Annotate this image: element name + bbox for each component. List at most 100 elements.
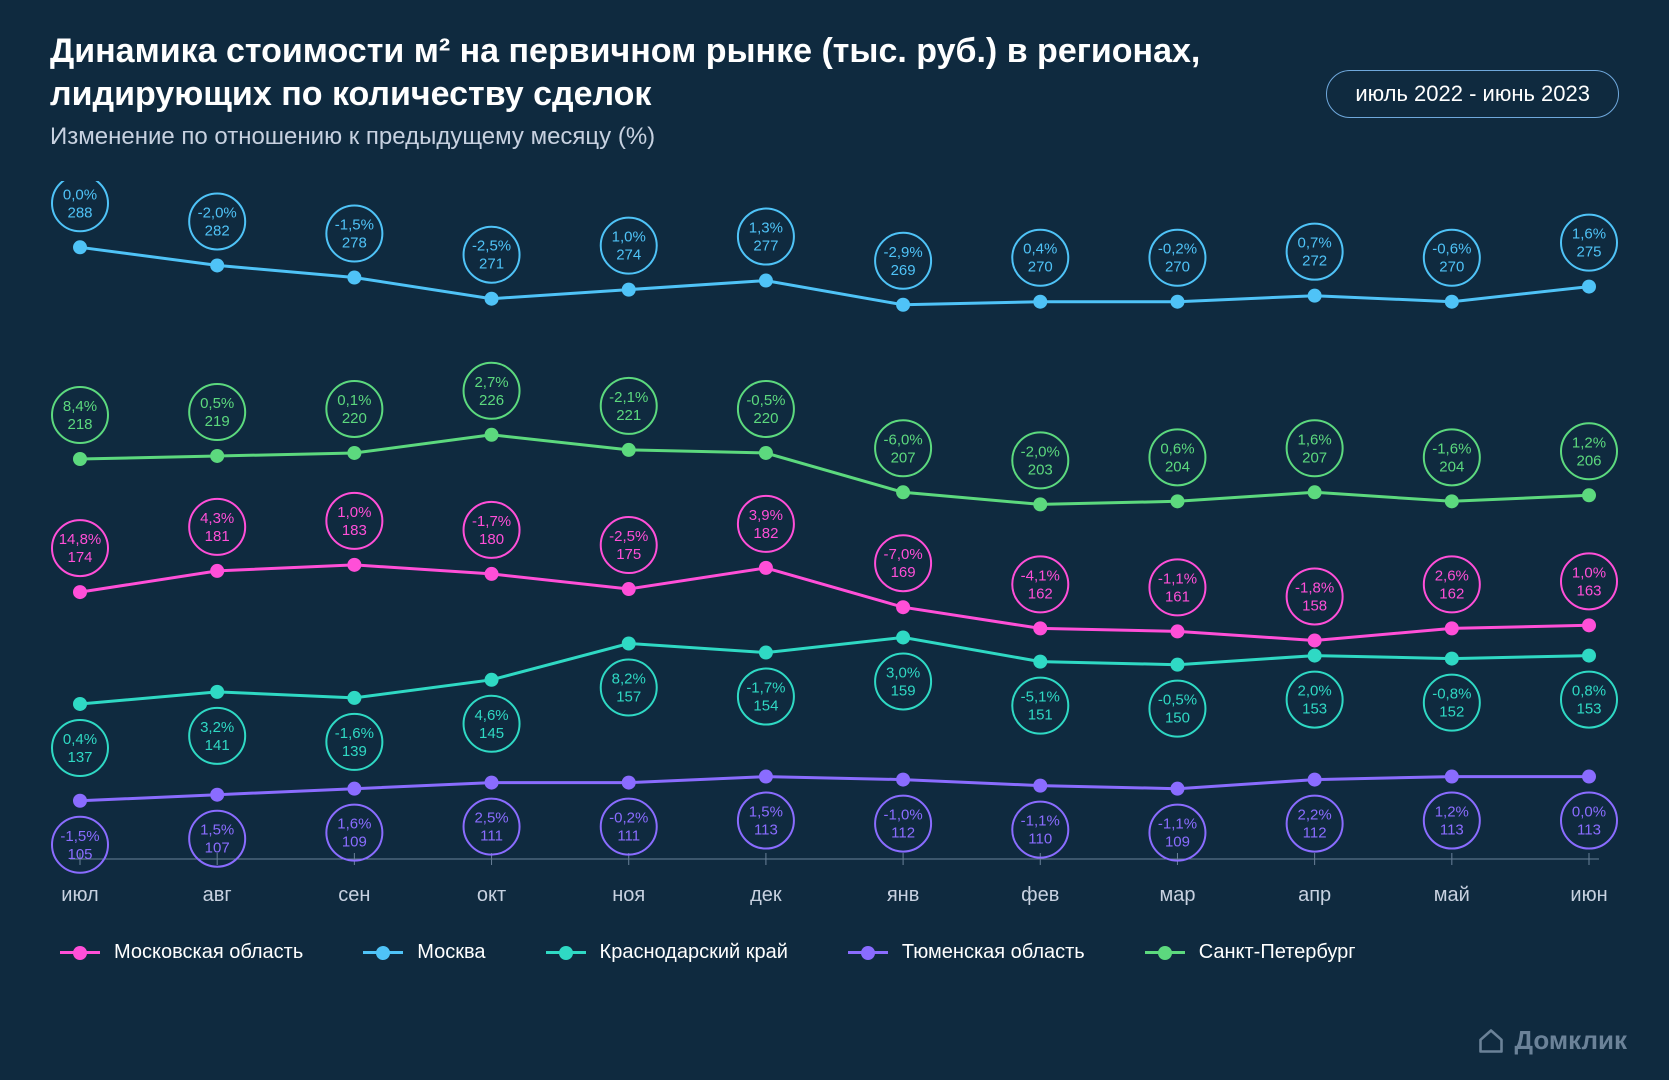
series-marker [73, 240, 87, 254]
chart-subtitle: Изменение по отношению к предыдущему мес… [50, 123, 1326, 151]
bubble-change: -1,6% [1432, 440, 1471, 457]
series-line-spb [80, 435, 1589, 505]
bubble-change: 0,4% [63, 731, 97, 748]
bubble-change: 3,9% [749, 507, 783, 524]
series-marker [347, 558, 361, 572]
bubble-change: -1,7% [746, 680, 785, 697]
series-marker [1033, 655, 1047, 669]
bubble-change: 4,3% [200, 510, 234, 527]
series-marker [896, 773, 910, 787]
x-axis-label: янв [887, 884, 920, 906]
legend-item-spb: Санкт-Петербург [1145, 941, 1356, 964]
series-marker [1308, 649, 1322, 663]
series-marker [347, 782, 361, 796]
bubble-value: 113 [754, 822, 778, 839]
bubble-change: -1,1% [1158, 570, 1197, 587]
legend-item-moscow: Москва [363, 941, 485, 964]
series-marker [210, 564, 224, 578]
x-axis-label: дек [750, 884, 782, 906]
series-marker [1170, 658, 1184, 672]
series-marker [73, 794, 87, 808]
series-marker [73, 452, 87, 466]
bubble-value: 275 [1576, 244, 1601, 261]
series-marker [210, 449, 224, 463]
bubble-change: -1,5% [335, 217, 374, 234]
bubble-change: -5,1% [1021, 689, 1060, 706]
bubble-change: 3,2% [200, 719, 234, 736]
series-marker [1445, 494, 1459, 508]
bubble-change: 1,2% [1435, 804, 1469, 821]
bubble-value: 278 [342, 235, 367, 252]
chart-area: июлавгсеноктноядекянвфевмарапрмайиюн0,0%… [50, 181, 1619, 921]
bubble-change: -0,2% [1158, 241, 1197, 258]
series-marker [210, 685, 224, 699]
series-marker [1170, 494, 1184, 508]
bubble-value: 219 [205, 413, 230, 430]
bubble-change: -1,5% [60, 828, 99, 845]
series-marker [622, 582, 636, 596]
bubble-change: -7,0% [883, 546, 922, 563]
bubble-change: 2,5% [474, 810, 508, 827]
bubble-change: 0,5% [200, 395, 234, 412]
bubble-value: 226 [479, 392, 504, 409]
bubble-value: 270 [1165, 259, 1190, 276]
bubble-value: 163 [1576, 582, 1601, 599]
series-marker [896, 298, 910, 312]
period-badge: июль 2022 - июнь 2023 [1326, 70, 1619, 118]
bubble-change: 1,6% [1298, 431, 1332, 448]
series-marker [622, 636, 636, 650]
bubble-value: 112 [1303, 825, 1327, 842]
series-marker [1170, 782, 1184, 796]
bubble-change: 2,2% [1298, 807, 1332, 824]
bubble-change: -0,2% [609, 810, 648, 827]
bubble-change: 8,4% [63, 398, 97, 415]
bubble-change: 1,2% [1572, 434, 1606, 451]
bubble-value: 282 [205, 222, 230, 239]
bubble-value: 182 [753, 525, 778, 542]
series-marker [1033, 779, 1047, 793]
bubble-value: 107 [205, 840, 230, 857]
bubble-value: 207 [1302, 449, 1327, 466]
x-axis-label: июл [61, 884, 98, 906]
bubble-value: 207 [891, 449, 916, 466]
legend-item-tyumen: Тюменская область [848, 941, 1085, 964]
bubble-change: -6,0% [883, 431, 922, 448]
series-marker [759, 446, 773, 460]
bubble-value: 203 [1028, 461, 1053, 478]
bubble-value: 150 [1165, 710, 1190, 727]
series-marker [73, 585, 87, 599]
bubble-value: 206 [1576, 452, 1601, 469]
bubble-value: 220 [342, 410, 367, 427]
series-marker [347, 271, 361, 285]
bubble-value: 105 [67, 846, 92, 863]
bubble-change: 2,0% [1298, 683, 1332, 700]
bubble-change: 0,8% [1572, 683, 1606, 700]
bubble-value: 274 [616, 247, 641, 264]
series-marker [485, 292, 499, 306]
bubble-change: 1,5% [749, 804, 783, 821]
series-marker [485, 776, 499, 790]
bubble-value: 112 [891, 825, 915, 842]
series-line-krasnodar [80, 637, 1589, 704]
series-marker [1033, 295, 1047, 309]
bubble-change: -0,6% [1432, 241, 1471, 258]
series-marker [73, 697, 87, 711]
bubble-value: 181 [205, 528, 230, 545]
bubble-value: 111 [480, 828, 503, 845]
series-marker [1033, 621, 1047, 635]
series-marker [1445, 621, 1459, 635]
bubble-value: 158 [1302, 597, 1327, 614]
line-chart-svg: июлавгсеноктноядекянвфевмарапрмайиюн0,0%… [50, 181, 1619, 921]
legend-swatch [546, 951, 586, 954]
bubble-value: 154 [753, 698, 778, 715]
bubble-change: 1,5% [200, 822, 234, 839]
series-marker [1582, 280, 1596, 294]
series-marker [896, 600, 910, 614]
legend-label: Тюменская область [902, 941, 1085, 964]
bubble-change: -2,0% [1021, 443, 1060, 460]
legend-label: Москва [417, 941, 485, 964]
series-marker [210, 788, 224, 802]
series-marker [896, 485, 910, 499]
bubble-value: 111 [617, 828, 640, 845]
brand-watermark: Домклик [1477, 1025, 1627, 1056]
